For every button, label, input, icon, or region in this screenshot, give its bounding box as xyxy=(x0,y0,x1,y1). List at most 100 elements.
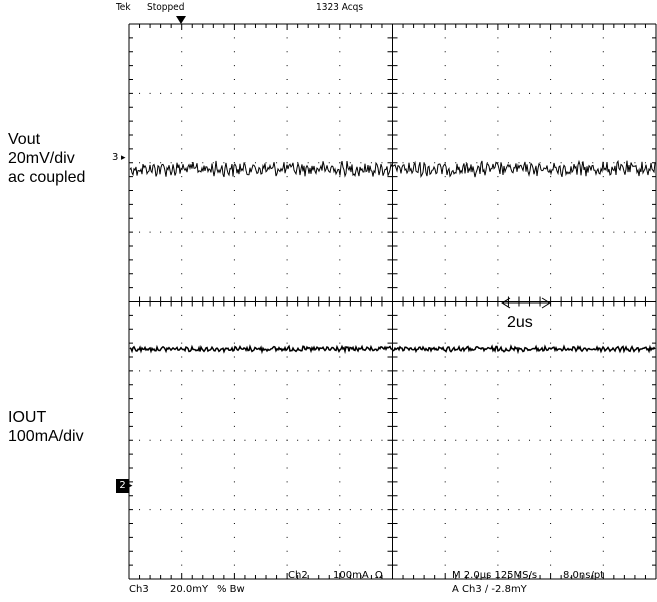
graticule-dot xyxy=(444,439,446,441)
graticule-dot xyxy=(349,231,351,233)
graticule-dot xyxy=(623,439,625,441)
graticule-dot xyxy=(497,273,499,275)
graticule-dot xyxy=(497,148,499,150)
graticule-dot xyxy=(265,231,267,233)
graticule-dot xyxy=(476,509,478,511)
graticule-dot xyxy=(497,106,499,108)
graticule-dot xyxy=(434,231,436,233)
graticule-dot xyxy=(286,481,288,483)
graticule-dot xyxy=(613,370,615,372)
graticule-dot xyxy=(339,453,341,455)
graticule-dot xyxy=(286,328,288,330)
ch2-impedance-readout: Ω xyxy=(375,570,383,581)
graticule-dot xyxy=(539,370,541,372)
graticule-dot xyxy=(497,384,499,386)
ch2-ground-marker[interactable]: 2 xyxy=(116,479,129,493)
graticule-dot xyxy=(181,245,183,247)
graticule-dot xyxy=(550,314,552,316)
graticule-dot xyxy=(139,370,141,372)
graticule-dot xyxy=(444,176,446,178)
graticule-dot xyxy=(233,398,235,400)
graticule-dot xyxy=(339,37,341,39)
graticule-dot xyxy=(254,231,256,233)
graticule-dot xyxy=(339,190,341,191)
graticule-dot xyxy=(223,370,225,372)
graticule-dot xyxy=(149,92,151,94)
graticule-dot xyxy=(149,231,151,233)
time-span-label: 2us xyxy=(507,314,533,331)
graticule-dot xyxy=(444,398,446,400)
graticule-dot xyxy=(455,162,457,164)
graticule-dot xyxy=(318,370,320,372)
graticule-dot xyxy=(507,370,509,372)
graticule-dot xyxy=(602,65,604,67)
graticule-dot xyxy=(149,370,151,372)
graticule-dot xyxy=(181,356,183,358)
graticule-dot xyxy=(444,287,446,289)
graticule-dot xyxy=(602,231,604,233)
graticule-dot xyxy=(233,550,235,552)
graticule-dot xyxy=(550,328,552,330)
graticule-dot xyxy=(233,92,235,94)
graticule-dot xyxy=(286,523,288,524)
graticule-dot xyxy=(497,120,499,122)
graticule-dot xyxy=(550,134,552,136)
graticule-dot xyxy=(233,259,235,261)
ch3-marker-arrow-icon: ▸ xyxy=(121,152,126,162)
graticule-dot xyxy=(507,92,509,94)
vout-label-block: Vout 20mV/div ac coupled xyxy=(8,130,85,187)
graticule-dot xyxy=(602,190,604,191)
graticule-dot xyxy=(360,231,362,233)
graticule-dot xyxy=(423,92,425,94)
graticule-dot xyxy=(286,439,288,441)
vout-trace xyxy=(129,159,656,178)
graticule-dot xyxy=(360,370,362,372)
graticule-dot xyxy=(339,162,341,164)
ch3-readout-label: Ch3 xyxy=(129,584,149,595)
graticule-dot xyxy=(339,217,341,219)
waveform-traces xyxy=(129,159,656,355)
graticule-dot xyxy=(497,536,499,538)
graticule-dot xyxy=(370,439,372,441)
graticule-dot xyxy=(286,162,288,164)
graticule-dot xyxy=(644,231,646,233)
ch3-ground-marker[interactable]: 3 xyxy=(112,152,119,163)
graticule-dot xyxy=(602,203,604,205)
graticule-dot xyxy=(465,370,467,372)
graticule-dot xyxy=(339,370,341,372)
graticule-dot xyxy=(550,425,552,427)
graticule-dot xyxy=(550,92,552,94)
graticule-dot xyxy=(286,314,288,316)
graticule-dot xyxy=(571,162,573,164)
graticule-dot xyxy=(623,231,625,233)
graticule-dot xyxy=(497,328,499,330)
graticule-dot xyxy=(602,370,604,372)
graticule-dot xyxy=(455,439,457,441)
graticule-dot xyxy=(497,523,499,524)
graticule-dot xyxy=(381,439,383,441)
graticule-dot xyxy=(444,51,446,53)
graticule-dot xyxy=(602,79,604,80)
graticule-dot xyxy=(170,231,172,233)
graticule-dot xyxy=(181,439,183,441)
graticule-dot xyxy=(139,231,141,233)
graticule-dot xyxy=(634,509,636,511)
iout-scale-label: 100mA/div xyxy=(8,428,84,445)
graticule-dot xyxy=(202,509,204,511)
graticule-dot xyxy=(181,148,183,150)
graticule-dot xyxy=(602,287,604,289)
graticule-dot xyxy=(233,509,235,511)
graticule-dot xyxy=(381,509,383,511)
time-span-arrow xyxy=(501,297,551,309)
graticule-dot xyxy=(634,231,636,233)
graticule-dot xyxy=(518,509,520,511)
graticule-dot xyxy=(233,481,235,483)
graticule-dot xyxy=(160,439,162,441)
acquisition-status: Stopped xyxy=(147,2,185,13)
graticule-dot xyxy=(233,453,235,455)
graticule-dot xyxy=(550,65,552,67)
graticule-dot xyxy=(497,495,499,497)
graticule-dot xyxy=(455,231,457,233)
graticule-dot xyxy=(613,162,615,164)
graticule-dot xyxy=(434,162,436,164)
